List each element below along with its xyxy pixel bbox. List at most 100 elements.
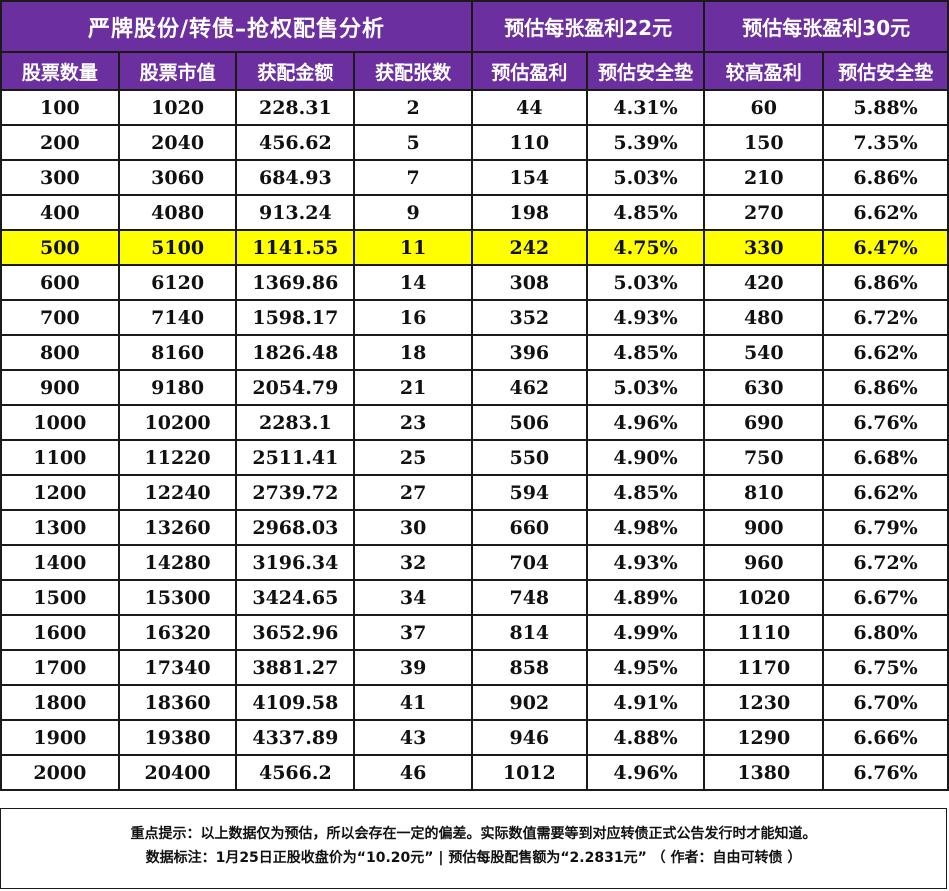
cell-allotment-amount: 2739.72 [235, 474, 356, 511]
cell-allotment-units: 7 [353, 159, 473, 196]
cell-est-margin: 4.85% [585, 194, 706, 231]
cell-est-margin-30: 6.86% [822, 159, 949, 196]
cell-est-margin: 4.91% [585, 684, 706, 721]
cell-share-count: 800 [0, 334, 120, 371]
cell-allotment-units: 27 [353, 474, 473, 511]
cell-est-profit: 814 [470, 614, 588, 651]
table-row: 400 4080 913.24 9 198 4.85% 270 6.62% [0, 194, 949, 231]
cell-higher-profit: 270 [703, 194, 825, 231]
cell-higher-profit: 900 [703, 509, 825, 546]
table-row: 1800 18360 4109.58 41 902 4.91% 1230 6.70% [0, 684, 949, 721]
cell-est-margin: 5.39% [585, 124, 706, 161]
table-row: 1300 13260 2968.03 30 660 4.98% 900 6.79% [0, 509, 949, 546]
cell-est-margin-30: 6.86% [822, 264, 949, 301]
cell-est-margin-30: 6.76% [822, 754, 949, 791]
cell-allotment-units: 21 [353, 369, 473, 406]
cell-est-margin-30: 6.76% [822, 404, 949, 441]
cell-market-value: 6120 [117, 264, 238, 301]
cell-allotment-amount: 3196.34 [235, 544, 356, 581]
cell-market-value: 2040 [117, 124, 238, 161]
cell-est-profit: 352 [470, 299, 588, 336]
cell-share-count: 1500 [0, 579, 120, 616]
cell-est-margin-30: 6.62% [822, 194, 949, 231]
cell-allotment-amount: 2283.1 [235, 404, 356, 441]
table-row: 700 7140 1598.17 16 352 4.93% 480 6.72% [0, 299, 949, 336]
cell-market-value: 3060 [117, 159, 238, 196]
cell-allotment-amount: 3652.96 [235, 614, 356, 651]
cell-allotment-units: 18 [353, 334, 473, 371]
cell-market-value: 17340 [117, 649, 238, 686]
cell-market-value: 1020 [117, 89, 238, 126]
cell-allotment-amount: 1826.48 [235, 334, 356, 371]
cell-higher-profit: 540 [703, 334, 825, 371]
cell-allotment-units: 43 [353, 719, 473, 756]
cell-est-profit: 154 [470, 159, 588, 196]
cell-allotment-amount: 2511.41 [235, 439, 356, 476]
cell-allotment-units: 16 [353, 299, 473, 336]
cell-share-count: 1000 [0, 404, 120, 441]
cell-share-count: 1200 [0, 474, 120, 511]
cell-allotment-amount: 684.93 [235, 159, 356, 196]
cell-allotment-units: 5 [353, 124, 473, 161]
cell-est-margin: 4.96% [585, 754, 706, 791]
cell-higher-profit: 1230 [703, 684, 825, 721]
cell-allotment-amount: 456.62 [235, 124, 356, 161]
table-row: 2000 20400 4566.2 46 1012 4.96% 1380 6.76% [0, 754, 949, 791]
title-row: 严牌股份/转债–抢权配售分析 预估每张盈利22元 预估每张盈利30元 [0, 0, 949, 53]
cell-higher-profit: 630 [703, 369, 825, 406]
cell-est-margin: 5.03% [585, 264, 706, 301]
cell-allotment-units: 46 [353, 754, 473, 791]
table-row: 300 3060 684.93 7 154 5.03% 210 6.86% [0, 159, 949, 196]
table-row: 200 2040 456.62 5 110 5.39% 150 7.35% [0, 124, 949, 161]
cell-market-value: 7140 [117, 299, 238, 336]
cell-est-margin-30: 6.47% [822, 229, 949, 266]
cell-share-count: 1600 [0, 614, 120, 651]
cell-est-margin-30: 6.79% [822, 509, 949, 546]
cell-allotment-units: 32 [353, 544, 473, 581]
column-header-higher-profit: 较高盈利 [703, 51, 825, 91]
cell-allotment-units: 25 [353, 439, 473, 476]
cell-higher-profit: 1110 [703, 614, 825, 651]
cell-share-count: 600 [0, 264, 120, 301]
cell-est-profit: 594 [470, 474, 588, 511]
cell-higher-profit: 60 [703, 89, 825, 126]
table-row: 1100 11220 2511.41 25 550 4.90% 750 6.68% [0, 439, 949, 476]
cell-allotment-amount: 3881.27 [235, 649, 356, 686]
cell-share-count: 300 [0, 159, 120, 196]
cell-share-count: 1900 [0, 719, 120, 756]
cell-est-margin: 4.93% [585, 544, 706, 581]
cell-est-profit: 1012 [470, 754, 588, 791]
cell-allotment-amount: 4337.89 [235, 719, 356, 756]
cell-market-value: 13260 [117, 509, 238, 546]
table-title: 严牌股份/转债–抢权配售分析 [0, 0, 473, 53]
cell-est-margin: 4.99% [585, 614, 706, 651]
cell-allotment-amount: 2054.79 [235, 369, 356, 406]
cell-est-profit: 704 [470, 544, 588, 581]
cell-est-profit: 462 [470, 369, 588, 406]
table-body: 100 1020 228.31 2 44 4.31% 60 5.88% 200 2040 456.6… [0, 89, 949, 791]
cell-market-value: 16320 [117, 614, 238, 651]
cell-market-value: 14280 [117, 544, 238, 581]
column-header-allotment-amount: 获配金额 [235, 51, 356, 91]
cell-allotment-amount: 913.24 [235, 194, 356, 231]
cell-allotment-amount: 4566.2 [235, 754, 356, 791]
cell-est-margin: 4.89% [585, 579, 706, 616]
cell-est-margin: 4.85% [585, 474, 706, 511]
cell-est-margin-30: 6.67% [822, 579, 949, 616]
cell-allotment-amount: 4109.58 [235, 684, 356, 721]
table-row: 1900 19380 4337.89 43 946 4.88% 1290 6.66% [0, 719, 949, 756]
cell-est-margin: 4.85% [585, 334, 706, 371]
cell-higher-profit: 420 [703, 264, 825, 301]
cell-est-margin: 5.03% [585, 369, 706, 406]
cell-est-margin-30: 6.62% [822, 474, 949, 511]
cell-share-count: 700 [0, 299, 120, 336]
cell-allotment-units: 23 [353, 404, 473, 441]
cell-est-profit: 44 [470, 89, 588, 126]
cell-allotment-units: 30 [353, 509, 473, 546]
cell-est-margin: 4.98% [585, 509, 706, 546]
cell-market-value: 9180 [117, 369, 238, 406]
table-row: 1500 15300 3424.65 34 748 4.89% 1020 6.67% [0, 579, 949, 616]
cell-est-profit: 396 [470, 334, 588, 371]
cell-est-profit: 660 [470, 509, 588, 546]
cell-higher-profit: 480 [703, 299, 825, 336]
